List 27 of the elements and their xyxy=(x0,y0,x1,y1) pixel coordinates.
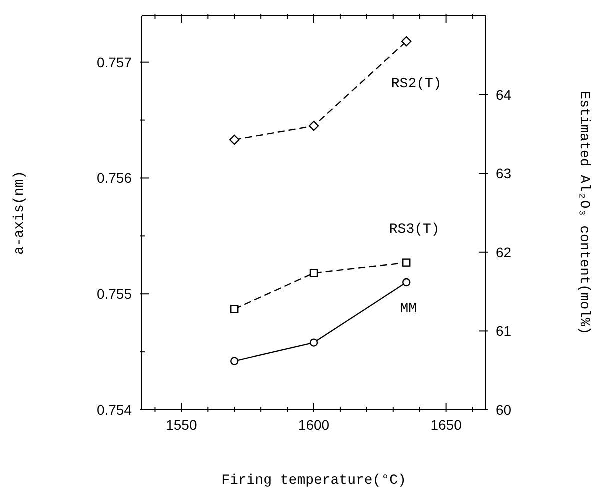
point xyxy=(230,134,240,146)
y-tick-label: 0.756 xyxy=(96,170,132,186)
y2-tick-label: 61 xyxy=(496,323,512,340)
series-label: MM xyxy=(400,302,418,318)
y2-axis-title: Estimated Al₂O₃ content(mol%) xyxy=(576,91,592,335)
point xyxy=(402,258,411,267)
x-tick-label: 1600 xyxy=(298,417,330,433)
y2-tick-label: 62 xyxy=(496,244,512,260)
point xyxy=(308,120,320,132)
y-tick-label: 0.755 xyxy=(96,286,132,302)
point xyxy=(402,36,412,47)
x-axis-title: Firing temperature(°C) xyxy=(222,473,406,489)
point xyxy=(230,305,239,314)
x-tick-label: 1650 xyxy=(430,417,462,433)
y2-tick-label: 64 xyxy=(496,86,512,103)
y2-tick-label: 60 xyxy=(496,402,512,418)
point xyxy=(402,278,411,287)
y2-tick-label: 63 xyxy=(496,166,512,182)
point xyxy=(310,269,318,278)
series-label: RS3(T) xyxy=(389,222,440,238)
y-tick-label: 0.757 xyxy=(96,54,132,70)
point xyxy=(310,338,318,347)
y-tick-label: 0.754 xyxy=(96,402,132,418)
point xyxy=(230,357,239,366)
y-axis-title: a-axis(nm) xyxy=(12,170,28,256)
series-label: RS2(T) xyxy=(391,76,442,92)
x-tick-label: 1550 xyxy=(166,417,198,433)
